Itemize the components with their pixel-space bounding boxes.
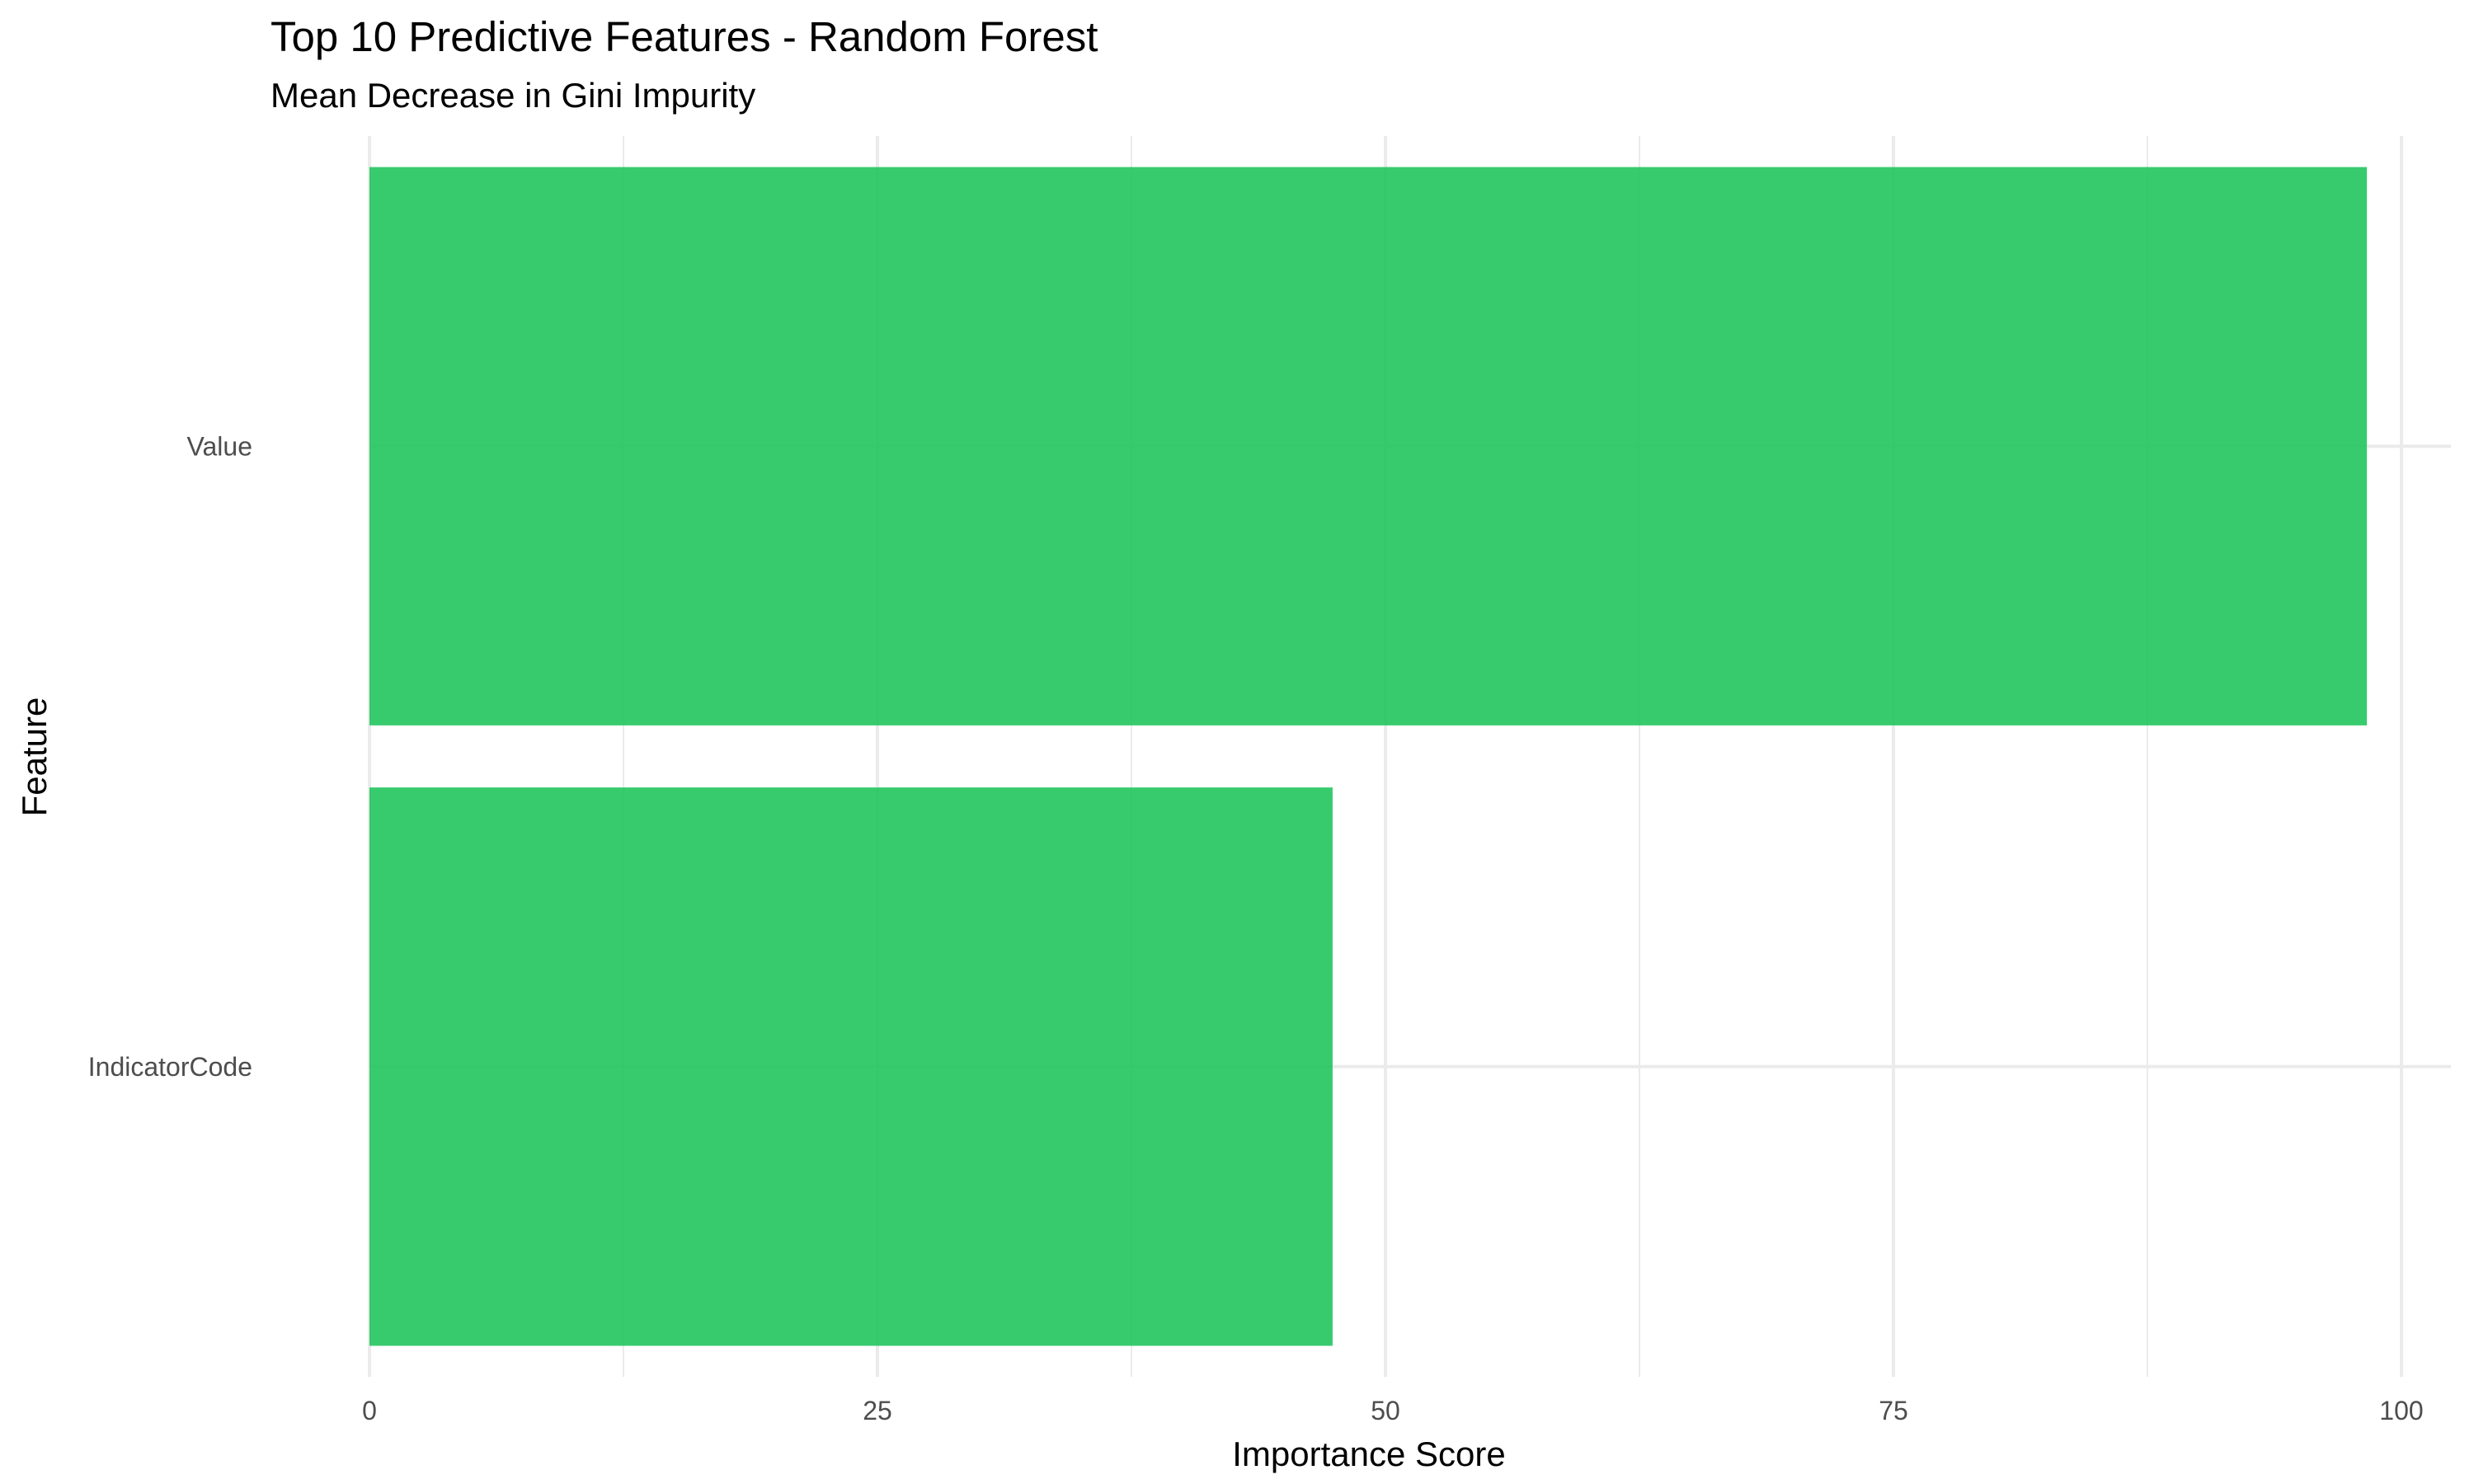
x-tick-label: 25 [863, 1396, 892, 1425]
bar-indicatorcode [369, 787, 1333, 1346]
bar-layer [369, 167, 2368, 1346]
x-tick-label: 50 [1371, 1396, 1400, 1425]
bar-value [369, 167, 2368, 726]
y-tick-label: Value [187, 431, 252, 461]
chart-title: Top 10 Predictive Features - Random Fore… [270, 13, 1098, 60]
chart-subtitle: Mean Decrease in Gini Impurity [270, 76, 755, 115]
y-axis-title: Feature [15, 697, 54, 817]
y-tick-label: IndicatorCode [88, 1052, 252, 1082]
x-tick-label: 0 [362, 1396, 377, 1425]
x-tick-label: 100 [2379, 1396, 2423, 1425]
tick-layer: Value IndicatorCode 0 25 50 75 100 [88, 431, 2424, 1425]
x-tick-label: 75 [1879, 1396, 1908, 1425]
x-axis-title: Importance Score [1232, 1435, 1506, 1473]
